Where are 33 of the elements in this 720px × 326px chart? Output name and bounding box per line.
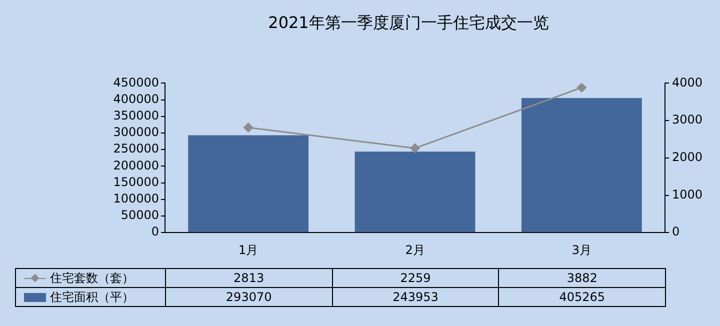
y-tick-label: 50000 [120, 208, 159, 222]
data-label: 293070 [166, 288, 332, 306]
y2-tick-label: 2000 [672, 150, 703, 164]
y-tick-label: 200000 [113, 158, 159, 172]
x-tick-label: 3月 [572, 242, 592, 257]
y-tick-label: 250000 [113, 142, 159, 156]
bar [354, 152, 476, 232]
data-label: 243953 [332, 288, 499, 306]
x-tick-label: 1月 [238, 242, 258, 257]
y2-tick-label: 1000 [672, 187, 703, 202]
y2-tick-label: 4000 [672, 75, 703, 90]
y-tick-label: 150000 [113, 174, 159, 189]
y-tick-label: 0 [151, 224, 159, 239]
data-label: 3882 [498, 268, 666, 288]
y-tick-label: 100000 [113, 192, 159, 206]
bar [188, 135, 309, 232]
data-label: 2813 [166, 268, 332, 288]
y-tick-label: 350000 [113, 108, 159, 123]
legend-label: 住宅面积（平） [50, 290, 134, 304]
data-label: 405265 [498, 288, 666, 306]
chart-title: 2021年第一季度厦门一手住宅成交一览 [268, 12, 549, 32]
data-label: 2259 [332, 268, 499, 288]
point [576, 83, 586, 92]
y-tick-label: 450000 [113, 75, 159, 90]
legend-label: 住宅套数（套） [50, 270, 134, 284]
point [410, 143, 420, 153]
y-tick-label: 400000 [113, 92, 159, 106]
point [244, 122, 254, 132]
y-tick-label: 300000 [113, 125, 159, 140]
y2-tick-label: 0 [672, 224, 680, 239]
bar [521, 98, 642, 232]
x-tick-label: 2月 [405, 242, 425, 257]
y2-tick-label: 3000 [672, 112, 703, 127]
